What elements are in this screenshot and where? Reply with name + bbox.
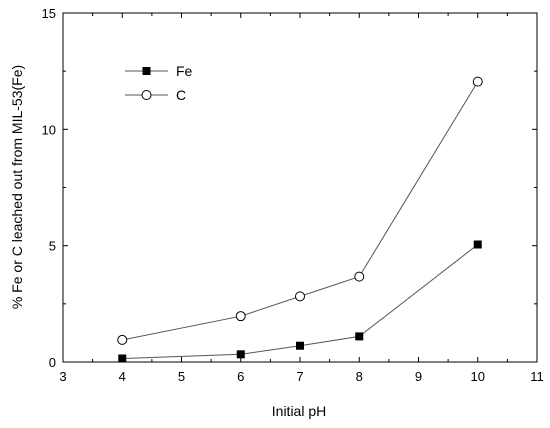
data-point-c: [354, 271, 365, 282]
data-point-c: [117, 334, 128, 345]
series-line-fe: [122, 244, 479, 359]
x-axis-title: Initial pH: [272, 403, 326, 419]
x-tick-label: 9: [415, 369, 422, 384]
data-point-c: [472, 76, 483, 87]
data-point-fe: [355, 332, 364, 341]
legend-marker-c: [141, 90, 152, 100]
plot-frame: [62, 12, 538, 363]
data-point-fe: [236, 350, 245, 359]
x-tick-label: 11: [530, 369, 544, 384]
legend-marker-fe: [142, 67, 151, 75]
data-point-c: [295, 291, 305, 302]
x-tick-label: 5: [178, 369, 185, 384]
data-point-fe: [296, 341, 304, 350]
y-axis-title: % Fe or C leached out from MIL-53(Fe): [9, 65, 25, 309]
x-tick-label: 3: [59, 369, 66, 384]
legend-label-fe: Fe: [176, 63, 193, 79]
x-tick-label: 6: [237, 369, 244, 384]
data-point-fe: [473, 240, 482, 249]
x-tick-label: 7: [296, 369, 303, 384]
data-point-fe: [118, 354, 127, 363]
y-tick-label: 0: [49, 355, 56, 370]
y-tick-label: 5: [49, 239, 56, 254]
legend-label-c: C: [176, 87, 186, 103]
y-tick-label: 10: [42, 122, 56, 137]
x-tick-label: 4: [119, 369, 126, 384]
x-tick-label: 8: [356, 369, 363, 384]
y-tick-label: 15: [42, 6, 56, 21]
x-tick-label: 10: [471, 369, 485, 384]
data-point-c: [235, 311, 246, 322]
